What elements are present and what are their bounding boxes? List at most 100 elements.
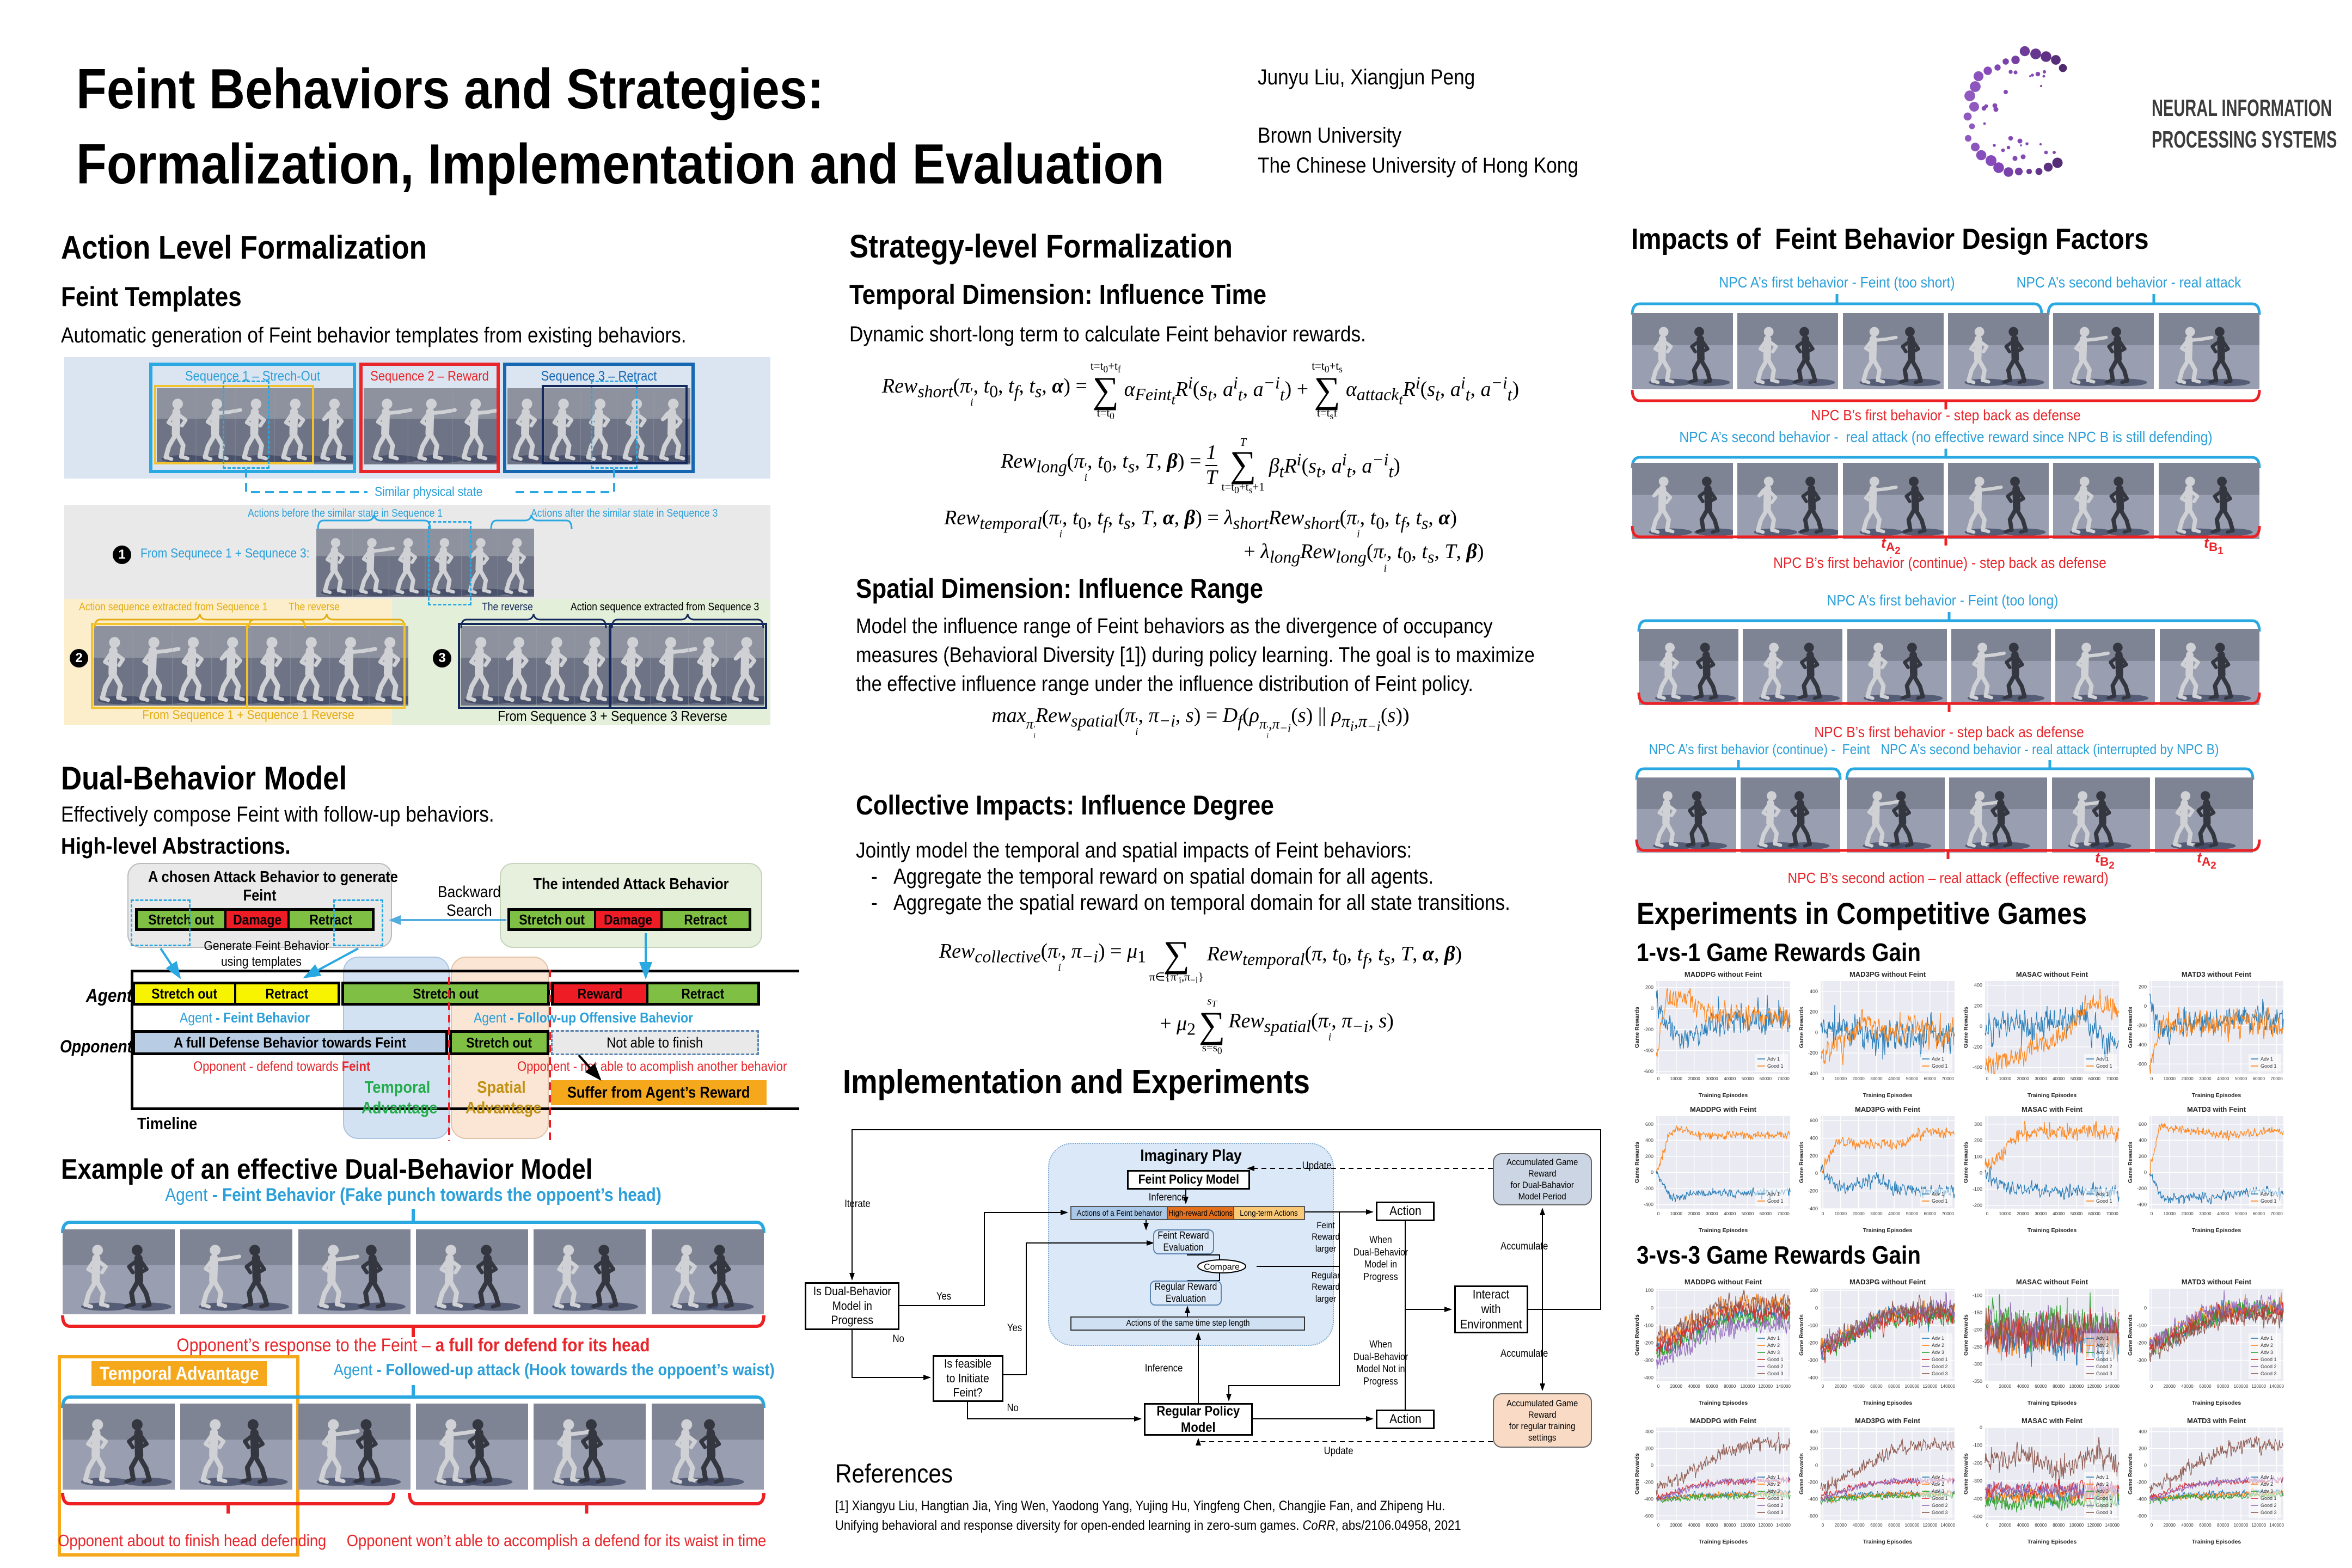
svg-text:120000: 120000	[1758, 1384, 1773, 1389]
svg-text:60000: 60000	[1924, 1211, 1937, 1216]
svg-text:60000: 60000	[2035, 1523, 2047, 1528]
svg-text:-100: -100	[2137, 1322, 2147, 1328]
svg-text:-200: -200	[1808, 1050, 1818, 1056]
svg-text:40000: 40000	[2053, 1076, 2065, 1081]
svg-text:40000: 40000	[2217, 1211, 2230, 1216]
svg-text:80000: 80000	[2217, 1523, 2230, 1528]
svg-text:Adv 1: Adv 1	[1767, 1191, 1780, 1197]
svg-text:60000: 60000	[1760, 1211, 1772, 1216]
svg-text:140000: 140000	[2105, 1523, 2120, 1528]
svg-text:140000: 140000	[2269, 1523, 2284, 1528]
svg-text:200: 200	[1645, 985, 1653, 990]
svg-text:120000: 120000	[1758, 1523, 1773, 1528]
svg-text:Good 3: Good 3	[1767, 1510, 1784, 1515]
svg-text:0: 0	[1657, 1384, 1660, 1389]
svg-text:0: 0	[2151, 1076, 2153, 1081]
svg-text:-400: -400	[1808, 1496, 1818, 1502]
svg-text:60000: 60000	[2253, 1211, 2265, 1216]
svg-text:Adv 3: Adv 3	[2096, 1350, 2109, 1355]
svg-text:600: 600	[1810, 1118, 1818, 1123]
svg-text:40000: 40000	[1888, 1076, 1901, 1081]
svg-text:MADDPG without Feint: MADDPG without Feint	[1685, 1278, 1762, 1286]
svg-text:-400: -400	[2137, 1496, 2147, 1502]
svg-text:Game Rewards: Game Rewards	[2127, 1007, 2134, 1048]
svg-text:-400: -400	[1808, 1375, 1818, 1381]
svg-text:Training Episodes: Training Episodes	[2192, 1227, 2241, 1234]
svg-text:20000: 20000	[1852, 1076, 1865, 1081]
svg-text:Adv 1: Adv 1	[1767, 1056, 1780, 1062]
svg-text:0: 0	[1651, 1305, 1653, 1310]
svg-text:0: 0	[1822, 1384, 1824, 1389]
svg-text:Good 2: Good 2	[2261, 1364, 2277, 1369]
svg-text:Adv 1: Adv 1	[2096, 1191, 2109, 1197]
svg-text:-400: -400	[1973, 1496, 1982, 1502]
svg-text:80000: 80000	[1888, 1384, 1901, 1389]
svg-text:0: 0	[2144, 1463, 2147, 1468]
svg-text:100000: 100000	[2234, 1384, 2249, 1389]
svg-text:40000: 40000	[2217, 1076, 2230, 1081]
svg-text:300: 300	[1974, 1122, 1982, 1127]
svg-text:-200: -200	[2137, 1480, 2147, 1485]
svg-text:600: 600	[1645, 1122, 1653, 1127]
svg-text:30000: 30000	[1706, 1211, 1718, 1216]
svg-text:100000: 100000	[2069, 1384, 2084, 1389]
svg-text:Good 3: Good 3	[2261, 1510, 2277, 1515]
svg-text:20000: 20000	[1999, 1384, 2012, 1389]
svg-text:0: 0	[2151, 1211, 2153, 1216]
svg-text:Adv 1: Adv 1	[2261, 1191, 2273, 1197]
svg-text:0: 0	[1815, 1305, 1818, 1310]
svg-text:Adv 3: Adv 3	[2261, 1489, 2273, 1494]
svg-text:Good 1: Good 1	[2096, 1198, 2112, 1204]
svg-text:Adv 1: Adv 1	[1767, 1336, 1780, 1341]
svg-text:60000: 60000	[1706, 1523, 1718, 1528]
svg-text:200: 200	[1810, 1009, 1818, 1015]
svg-text:0: 0	[1986, 1076, 1989, 1081]
svg-text:30000: 30000	[1870, 1076, 1883, 1081]
svg-text:-400: -400	[2137, 1202, 2147, 1208]
svg-text:Training Episodes: Training Episodes	[1699, 1227, 1748, 1234]
svg-text:PROCESSING SYSTEMS: PROCESSING SYSTEMS	[2152, 126, 2337, 153]
svg-text:400: 400	[1645, 1137, 1653, 1143]
svg-text:70000: 70000	[1941, 1076, 1954, 1081]
svg-text:10000: 10000	[1835, 1076, 1847, 1081]
svg-text:50000: 50000	[2235, 1211, 2247, 1216]
svg-text:0: 0	[1986, 1384, 1989, 1389]
svg-text:-100: -100	[1973, 1443, 1982, 1448]
svg-text:10000: 10000	[1835, 1211, 1847, 1216]
svg-text:80000: 80000	[1888, 1523, 1901, 1528]
svg-text:120000: 120000	[2087, 1523, 2102, 1528]
svg-text:70000: 70000	[2106, 1076, 2118, 1081]
svg-text:Adv 1: Adv 1	[2096, 1474, 2109, 1480]
svg-text:Adv 2: Adv 2	[2261, 1481, 2273, 1487]
svg-text:MAD3PG without Feint: MAD3PG without Feint	[1849, 970, 1926, 978]
svg-text:400: 400	[1810, 1136, 1818, 1141]
svg-text:-300: -300	[1644, 1358, 1653, 1363]
svg-text:10000: 10000	[1999, 1211, 2012, 1216]
svg-text:Adv 2: Adv 2	[1767, 1343, 1780, 1348]
svg-text:MATD3 with Feint: MATD3 with Feint	[2187, 1417, 2246, 1425]
svg-text:MATD3 without Feint: MATD3 without Feint	[2182, 1278, 2252, 1286]
svg-text:MASAC with Feint: MASAC with Feint	[2022, 1105, 2083, 1113]
svg-text:100000: 100000	[2069, 1523, 2084, 1528]
svg-text:-300: -300	[1808, 1358, 1818, 1363]
svg-text:-600: -600	[2137, 1061, 2147, 1067]
svg-text:50000: 50000	[1906, 1211, 1919, 1216]
svg-text:-200: -200	[1644, 1340, 1653, 1345]
svg-text:Adv 3: Adv 3	[1767, 1350, 1780, 1355]
svg-text:50000: 50000	[2071, 1076, 2083, 1081]
svg-text:200: 200	[2139, 984, 2147, 990]
svg-text:Good 1: Good 1	[1932, 1063, 1948, 1069]
svg-text:100: 100	[1810, 1288, 1818, 1293]
svg-text:400: 400	[2139, 1137, 2147, 1143]
svg-text:0: 0	[1986, 1211, 1989, 1216]
svg-text:10000: 10000	[1670, 1211, 1683, 1216]
svg-text:Training Episodes: Training Episodes	[1699, 1539, 1748, 1545]
svg-text:Game Rewards: Game Rewards	[1634, 1007, 1640, 1048]
svg-text:Game Rewards: Game Rewards	[1798, 1314, 1805, 1356]
svg-text:0: 0	[1651, 1006, 1653, 1011]
svg-text:Adv 2: Adv 2	[2096, 1343, 2109, 1348]
svg-text:40000: 40000	[1724, 1076, 1736, 1081]
svg-text:400: 400	[1645, 1429, 1653, 1435]
svg-text:0: 0	[1815, 1171, 1818, 1176]
svg-text:Game Rewards: Game Rewards	[2127, 1314, 2134, 1356]
